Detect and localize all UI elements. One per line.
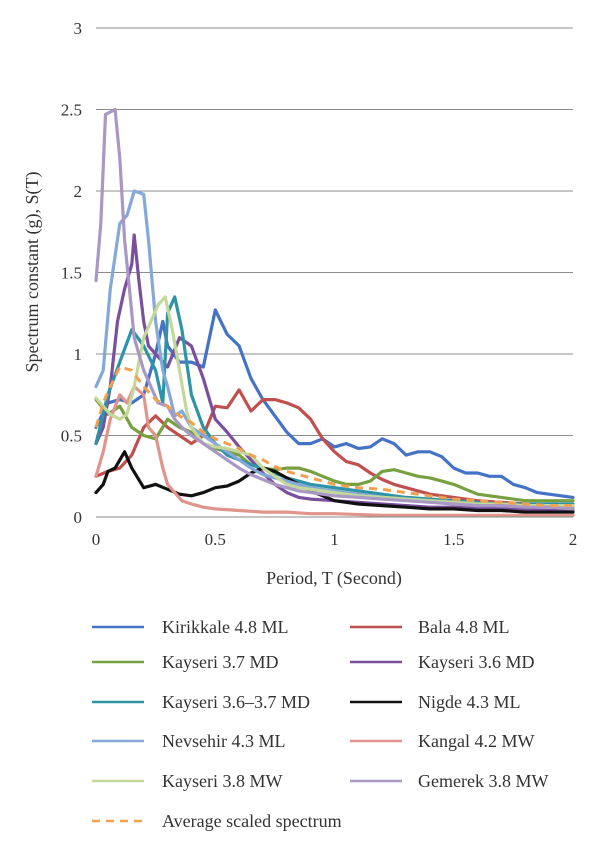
tick-labels: 0 0.5 1 1.5 2 2.5 3 0 0.5 1 1.5 2 (61, 19, 578, 549)
legend-label-7: Nevsehir 4.3 ML (162, 731, 285, 751)
series-line-8 (94, 385, 575, 518)
series-line-7 (94, 189, 575, 509)
x-tick-label: 1 (330, 530, 339, 549)
y-axis-title: Spectrum constant (g), S(T) (22, 172, 43, 373)
x-tick-label: 0.5 (205, 530, 226, 549)
series-lines (94, 107, 575, 518)
y-tick-label: 0 (74, 508, 83, 527)
legend-label-1: Kirikkale 4.8 ML (162, 617, 288, 637)
legend-label-2: Bala 4.8 ML (418, 617, 510, 637)
y-tick-label: 1.5 (61, 264, 82, 283)
y-tick-label: 0.5 (61, 427, 82, 446)
y-tick-label: 2 (74, 182, 83, 201)
x-tick-label: 1.5 (443, 530, 464, 549)
x-tick-label: 2 (569, 530, 578, 549)
legend-label-4: Kayseri 3.6 MD (418, 652, 534, 672)
series-line-3 (94, 398, 575, 503)
legend-label-10: Gemerek 3.8 MW (418, 771, 548, 791)
y-tick-label: 2.5 (61, 101, 82, 120)
series-line-10 (94, 107, 575, 511)
legend-label-3: Kayseri 3.7 MD (162, 652, 278, 672)
legend-label-6: Nigde 4.3 ML (418, 692, 521, 712)
legend-label-11: Average scaled spectrum (162, 811, 342, 831)
series-line-4 (94, 233, 575, 513)
y-tick-label: 3 (74, 19, 83, 38)
grid-lines (96, 27, 573, 436)
legend: Kirikkale 4.8 ML Bala 4.8 ML Kayseri 3.7 M… (92, 617, 548, 831)
series-line-11 (94, 365, 573, 508)
legend-label-5: Kayseri 3.6–3.7 MD (162, 692, 310, 712)
legend-label-9: Kayseri 3.8 MW (162, 771, 282, 791)
x-axis-title: Period, T (Second) (266, 568, 402, 589)
legend-label-8: Kangal 4.2 MW (418, 731, 534, 751)
series-line-5 (94, 295, 575, 506)
y-tick-label: 1 (74, 345, 83, 364)
x-tick-label: 0 (92, 530, 101, 549)
